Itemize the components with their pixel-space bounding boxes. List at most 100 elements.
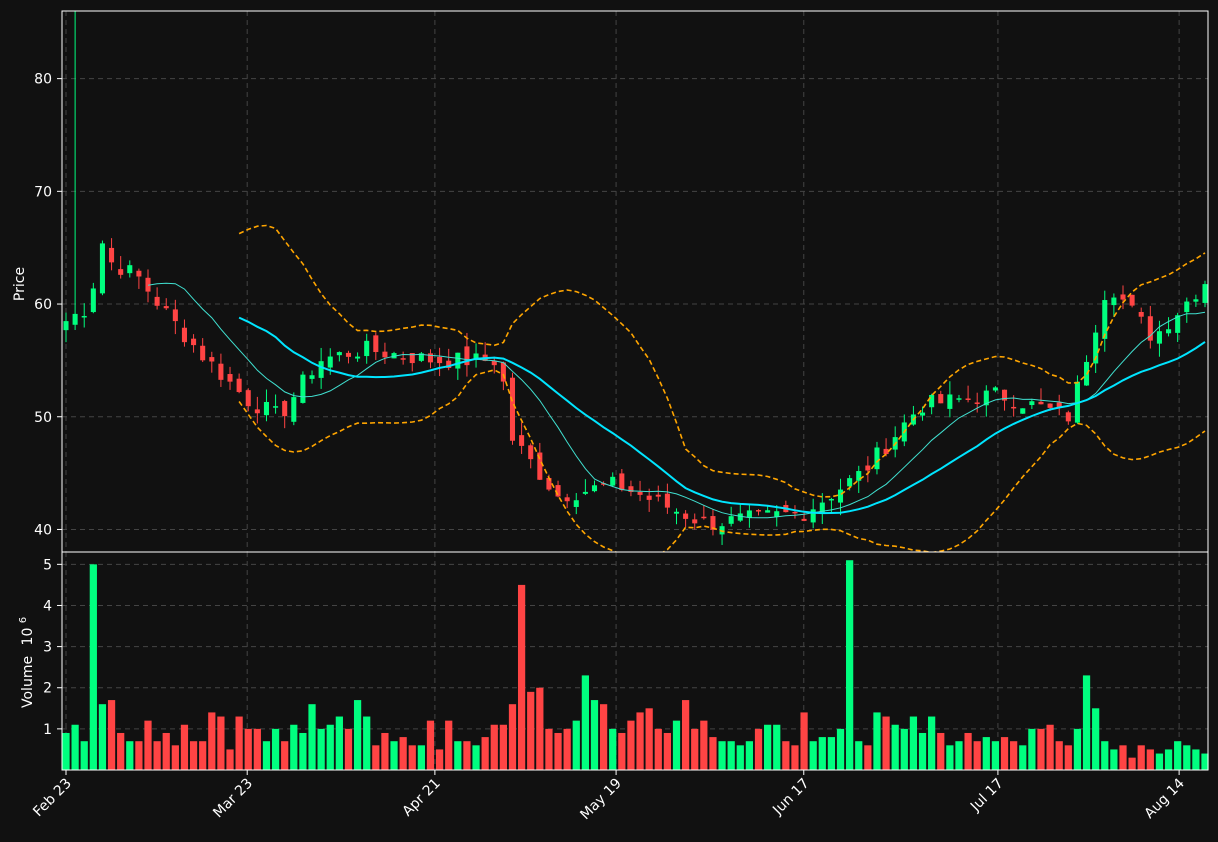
- volume-bar-56: [572, 720, 580, 770]
- volume-bar-97: [946, 745, 954, 770]
- volume-axis-exponent-base: 10: [20, 628, 36, 646]
- volume-bar-116: [1119, 745, 1127, 770]
- volume-bar-16: [208, 712, 216, 770]
- candle-body-98: [956, 398, 962, 400]
- volume-bar-3: [89, 564, 97, 770]
- volume-bar-69: [691, 728, 699, 770]
- candle-body-15: [200, 345, 206, 361]
- candle-body-94: [919, 412, 926, 416]
- volume-tick-label-3: 4: [43, 598, 52, 614]
- volume-bar-39: [417, 745, 425, 770]
- candle-body-74: [737, 513, 743, 521]
- volume-tick-label-2: 3: [43, 640, 52, 656]
- volume-bar-55: [563, 728, 571, 770]
- volume-axis-exponent-power: 6: [18, 617, 29, 623]
- candle-body-70: [701, 516, 707, 519]
- candle-body-99: [965, 398, 971, 400]
- volume-bar-32: [353, 700, 362, 770]
- volume-bar-88: [864, 745, 872, 770]
- price-axis-label: Price: [12, 267, 28, 301]
- volume-bar-125: [1201, 753, 1209, 770]
- volume-panel: 1 2 3 4 5: [43, 551, 1209, 771]
- candle-body-72: [719, 526, 725, 535]
- volume-bar-83: [818, 737, 826, 770]
- candle-body-113: [1093, 332, 1099, 364]
- volume-bar-81: [800, 712, 808, 770]
- candle-body-83: [819, 502, 825, 514]
- candle-body-44: [464, 346, 470, 366]
- candle-body-63: [637, 491, 643, 495]
- volume-bar-26: [299, 732, 307, 770]
- candle-body-84: [828, 498, 834, 501]
- volume-bar-5: [107, 700, 116, 770]
- candle-body-25: [291, 397, 297, 422]
- candle-body-49: [509, 377, 516, 441]
- candle-body-24: [282, 401, 288, 417]
- volume-bar-43: [454, 741, 462, 770]
- candle-body-50: [519, 435, 525, 446]
- volume-bar-54: [554, 732, 562, 770]
- candle-body-12: [172, 309, 178, 322]
- candle-body-14: [191, 338, 197, 346]
- volume-bar-70: [700, 720, 708, 770]
- volume-bar-46: [481, 737, 489, 770]
- candle-body-3: [90, 288, 96, 313]
- candle-body-114: [1102, 300, 1108, 339]
- bollinger-lower-line: [238, 369, 1206, 552]
- volume-tick-label-1: 2: [43, 681, 52, 697]
- candle-body-4: [99, 243, 105, 294]
- candle-body-75: [746, 510, 752, 518]
- candle-body-122: [1175, 315, 1181, 333]
- volume-bar-9: [144, 720, 152, 770]
- candle-body-51: [528, 445, 534, 460]
- volume-bar-75: [745, 741, 754, 770]
- candle-body-121: [1166, 329, 1172, 334]
- volume-bar-118: [1137, 745, 1145, 770]
- volume-bar-62: [627, 720, 635, 770]
- candle-body-78: [774, 511, 780, 517]
- price-tick-label-1: 50: [34, 410, 52, 426]
- volume-bar-124: [1192, 749, 1200, 770]
- candle-body-71: [710, 516, 716, 530]
- volume-bar-10: [153, 741, 161, 770]
- price-tick-label-0: 40: [34, 522, 52, 538]
- sma-fast-line: [147, 282, 1206, 519]
- candle-body-64: [646, 495, 652, 500]
- volume-bar-67: [672, 720, 681, 770]
- volume-bar-90: [882, 716, 890, 770]
- volume-bar-66: [663, 732, 672, 770]
- volume-bar-77: [764, 724, 772, 770]
- volume-bar-6: [117, 732, 125, 770]
- candle-body-76: [755, 510, 762, 512]
- candle-body-80: [792, 511, 798, 514]
- volume-bar-98: [955, 741, 963, 770]
- volume-bar-58: [590, 700, 599, 770]
- volume-bar-35: [381, 732, 389, 770]
- candle-body-58: [591, 485, 598, 492]
- volume-bar-102: [991, 741, 1000, 770]
- volume-bar-92: [900, 728, 908, 770]
- candle-body-60: [610, 476, 616, 486]
- candle-body-29: [327, 356, 333, 368]
- candle-body-28: [318, 361, 324, 378]
- volume-bar-107: [1037, 728, 1045, 770]
- volume-bar-41: [435, 749, 444, 770]
- candle-body-65: [655, 494, 661, 497]
- candle-body-86: [847, 478, 853, 487]
- price-tick-label-4: 80: [34, 72, 52, 88]
- candle-body-61: [619, 473, 625, 491]
- candle-body-96: [938, 394, 944, 404]
- volume-bar-31: [344, 728, 353, 770]
- candle-body-6: [118, 269, 124, 275]
- volume-bar-50: [517, 584, 526, 770]
- volume-bar-57: [581, 675, 589, 770]
- candle-body-1: [72, 313, 78, 325]
- candle-body-115: [1111, 297, 1117, 306]
- volume-bar-72: [718, 741, 726, 770]
- volume-bar-49: [508, 704, 517, 770]
- candle-body-34: [373, 335, 379, 353]
- volume-bar-37: [399, 737, 407, 770]
- candle-body-88: [865, 465, 871, 471]
- volume-bar-7: [126, 741, 134, 770]
- candle-body-107: [1038, 401, 1044, 405]
